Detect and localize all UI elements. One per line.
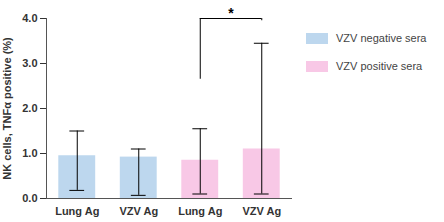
html-text:VZV negative sera: VZV negative sera — [336, 32, 427, 44]
svg-text:VZV Ag: VZV Ag — [242, 205, 281, 217]
svg-text:2.0: 2.0 — [22, 102, 37, 114]
svg-text:NK cells, TNFα positive (%): NK cells, TNFα positive (%) — [1, 37, 13, 180]
svg-text:4.0: 4.0 — [22, 12, 37, 24]
svg-text:Lung Ag: Lung Ag — [55, 205, 99, 217]
svg-text:Lung Ag: Lung Ag — [178, 205, 222, 217]
svg-text:VZV Ag: VZV Ag — [119, 205, 158, 217]
svg-text:*: * — [228, 5, 234, 21]
svg-text:3.0: 3.0 — [22, 57, 37, 69]
html-text:VZV positive sera: VZV positive sera — [336, 60, 423, 72]
svg-text:0.0: 0.0 — [22, 192, 37, 204]
svg-text:1.0: 1.0 — [22, 147, 37, 159]
